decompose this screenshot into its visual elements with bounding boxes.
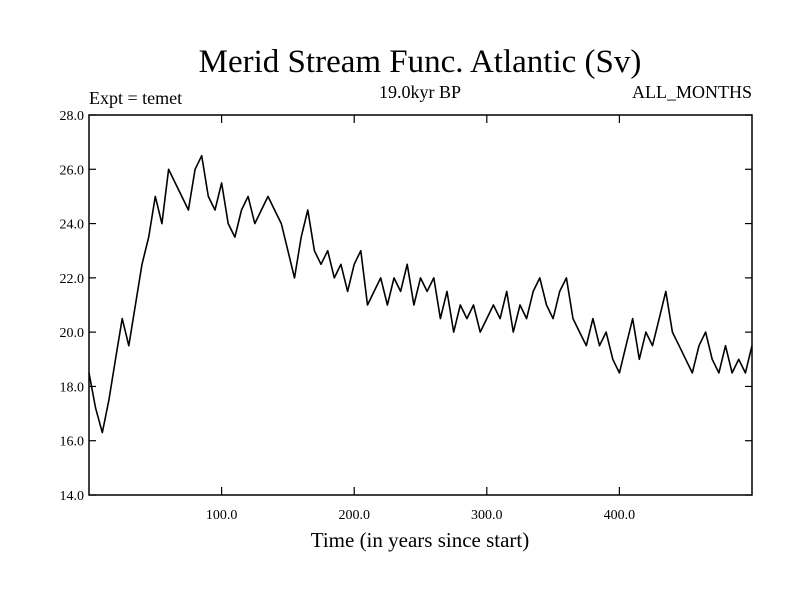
x-axis-label: Time (in years since start) — [311, 528, 530, 552]
y-tick-label: 20.0 — [60, 326, 85, 341]
x-tick-label: 200.0 — [338, 508, 370, 523]
x-axis: 100.0 200.0 300.0 400.0 — [206, 115, 635, 523]
y-tick-label: 28.0 — [60, 109, 85, 124]
x-tick-label: 300.0 — [471, 508, 503, 523]
series-layer — [88, 154, 753, 434]
months-label: ALL_MONTHS — [632, 82, 752, 102]
y-tick-label: 24.0 — [60, 218, 85, 233]
series-line — [88, 154, 753, 434]
x-tick-label: 400.0 — [604, 508, 636, 523]
y-tick-label: 14.0 — [60, 489, 85, 504]
experiment-label: Expt = temet — [89, 88, 182, 108]
y-tick-label: 18.0 — [60, 380, 85, 395]
y-tick-label: 26.0 — [60, 163, 85, 178]
y-tick-label: 22.0 — [60, 272, 85, 287]
y-axis: 14.0 16.0 18.0 20.0 22.0 24.0 26.0 28.0 — [60, 109, 752, 504]
plot-frame — [88, 114, 753, 496]
y-tick-label: 16.0 — [60, 435, 85, 450]
chart-title: Merid Stream Func. Atlantic (Sv) — [199, 44, 642, 80]
period-label: 19.0kyr BP — [379, 82, 461, 102]
x-tick-label: 100.0 — [206, 508, 238, 523]
